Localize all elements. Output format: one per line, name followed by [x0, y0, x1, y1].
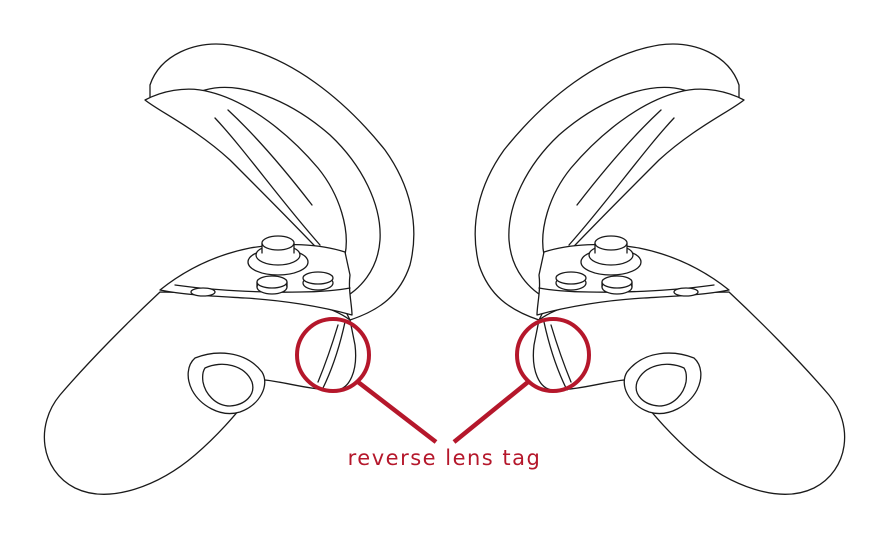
callout-line-right: [452, 380, 530, 444]
right-tracking-ring: [474, 43, 740, 321]
callout-ring-left: [295, 317, 371, 393]
callout-group: [295, 317, 591, 444]
vr-controller-left-icon: [43, 43, 415, 495]
callout-ring-right: [515, 317, 591, 393]
callout-line-left: [356, 380, 438, 444]
right-tracking-ring-inner: [542, 88, 745, 263]
vr-controller-right-icon: [474, 43, 846, 495]
left-tracking-ring-inner: [144, 88, 347, 263]
callout-label: reverse lens tag: [347, 446, 542, 470]
left-tracking-ring: [149, 43, 415, 321]
